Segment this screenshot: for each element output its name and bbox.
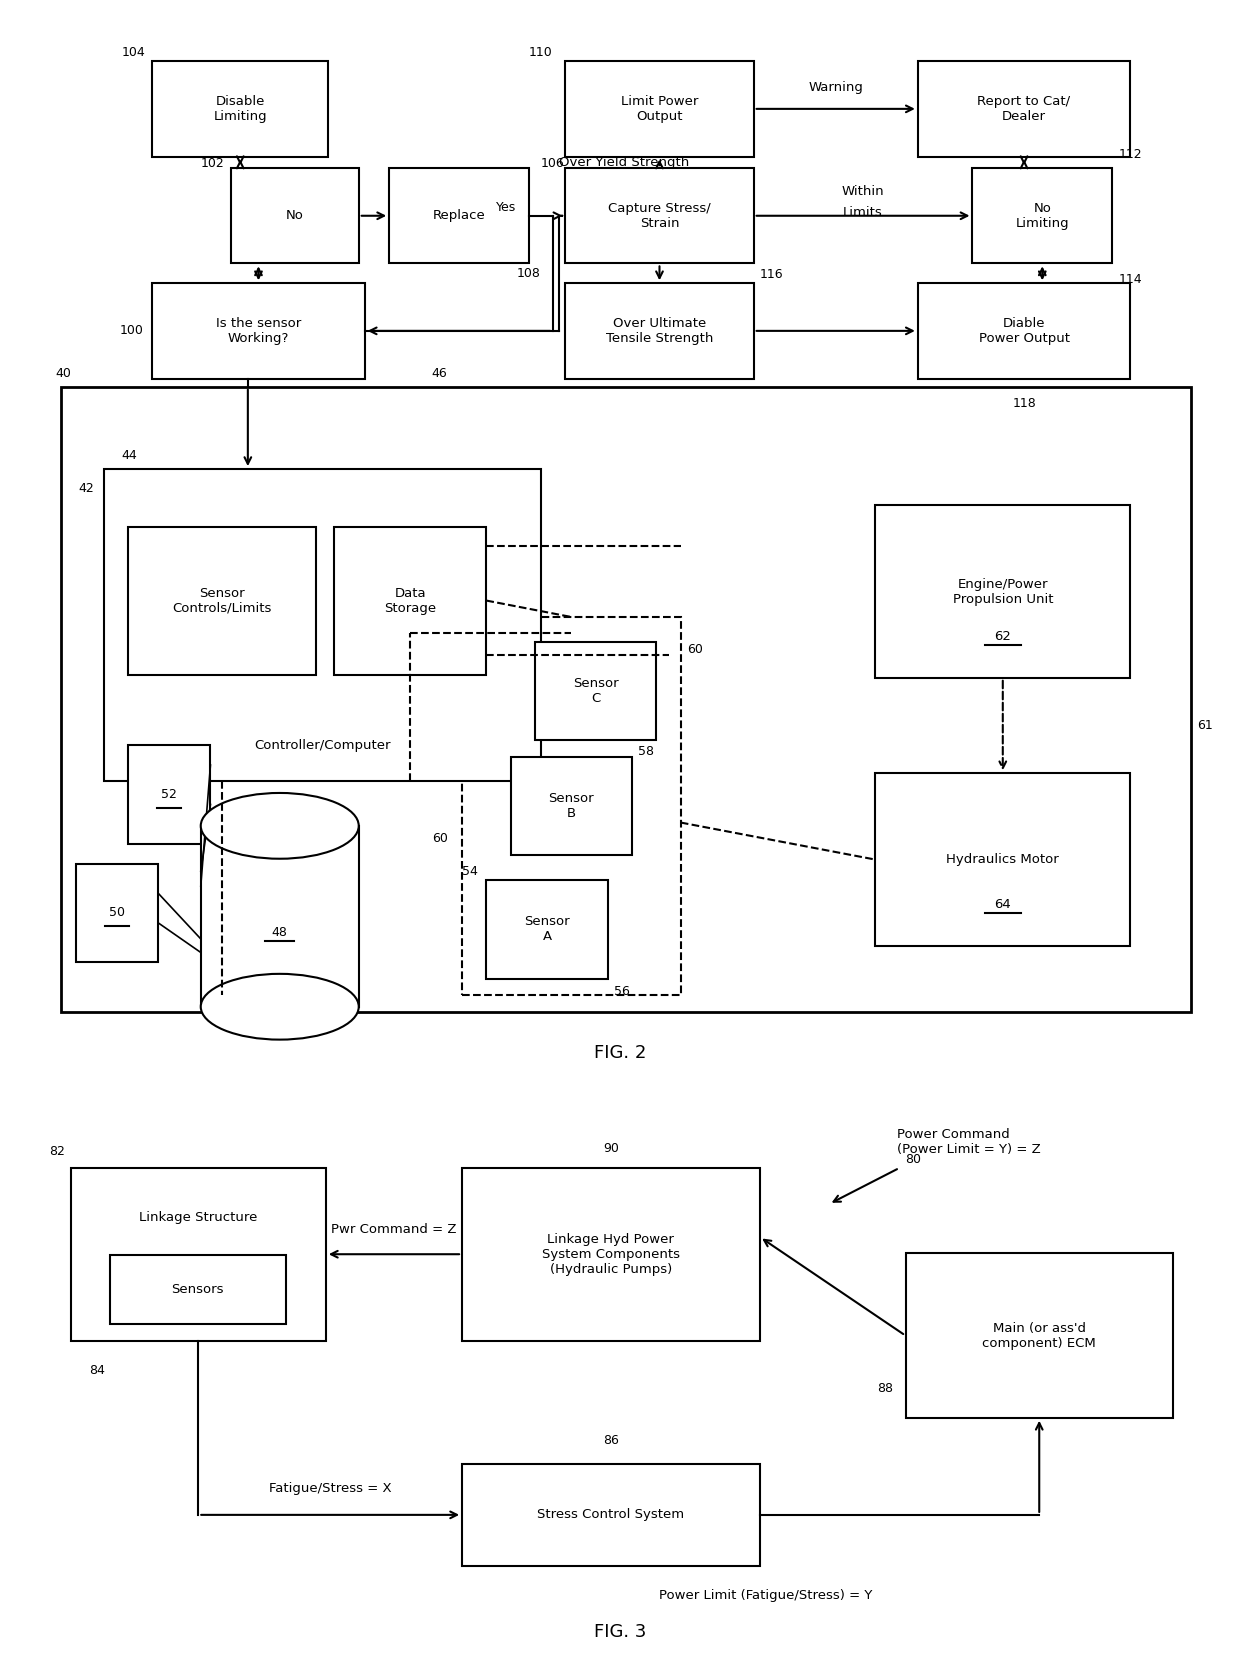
FancyBboxPatch shape xyxy=(875,505,1131,678)
Text: Within: Within xyxy=(842,185,884,198)
FancyBboxPatch shape xyxy=(565,284,754,379)
Text: 61: 61 xyxy=(1198,720,1213,732)
Text: Over Yield Strength: Over Yield Strength xyxy=(559,156,689,169)
Text: 50: 50 xyxy=(109,906,125,920)
Text: 104: 104 xyxy=(122,47,145,59)
Text: Power Command
(Power Limit = Y) = Z: Power Command (Power Limit = Y) = Z xyxy=(897,1128,1040,1156)
Text: 46: 46 xyxy=(432,367,448,381)
FancyBboxPatch shape xyxy=(463,1168,760,1341)
Text: Sensor
C: Sensor C xyxy=(573,676,619,705)
Text: Sensors: Sensors xyxy=(171,1284,224,1295)
Text: 42: 42 xyxy=(78,482,94,495)
FancyBboxPatch shape xyxy=(918,60,1131,156)
FancyBboxPatch shape xyxy=(463,1463,760,1566)
Text: FIG. 3: FIG. 3 xyxy=(594,1623,646,1641)
Text: 86: 86 xyxy=(603,1435,619,1448)
Text: 108: 108 xyxy=(517,267,541,280)
Text: 44: 44 xyxy=(122,450,138,463)
Text: 112: 112 xyxy=(1118,148,1142,161)
Text: 100: 100 xyxy=(119,324,143,337)
Text: 64: 64 xyxy=(994,898,1011,911)
Ellipse shape xyxy=(201,973,358,1040)
Text: Replace: Replace xyxy=(433,210,485,221)
Text: Sensor
Controls/Limits: Sensor Controls/Limits xyxy=(172,587,272,614)
Text: Sensor
B: Sensor B xyxy=(548,792,594,821)
Text: Capture Stress/
Strain: Capture Stress/ Strain xyxy=(608,201,711,230)
Text: 110: 110 xyxy=(528,47,553,59)
FancyBboxPatch shape xyxy=(486,879,608,978)
FancyBboxPatch shape xyxy=(231,168,358,263)
Text: Limit Power
Output: Limit Power Output xyxy=(621,96,698,122)
Text: No: No xyxy=(286,210,304,221)
Bar xyxy=(201,826,358,1007)
Text: 40: 40 xyxy=(55,367,71,381)
Text: Diable
Power Output: Diable Power Output xyxy=(978,317,1070,346)
Text: 60: 60 xyxy=(432,832,448,846)
Text: 58: 58 xyxy=(639,745,655,758)
Text: 84: 84 xyxy=(89,1364,105,1376)
FancyBboxPatch shape xyxy=(905,1253,1173,1418)
Text: No
Limiting: No Limiting xyxy=(1016,201,1069,230)
FancyBboxPatch shape xyxy=(71,1168,326,1341)
Text: Fatigue/Stress = X: Fatigue/Stress = X xyxy=(269,1482,392,1495)
FancyBboxPatch shape xyxy=(918,284,1131,379)
Text: Controller/Computer: Controller/Computer xyxy=(254,738,391,752)
Text: FIG. 2: FIG. 2 xyxy=(594,1044,646,1062)
Text: 52: 52 xyxy=(161,789,177,800)
Text: 56: 56 xyxy=(614,985,630,998)
Text: Stress Control System: Stress Control System xyxy=(537,1509,684,1522)
FancyBboxPatch shape xyxy=(565,168,754,263)
Text: Disable
Limiting: Disable Limiting xyxy=(213,96,267,122)
Text: 82: 82 xyxy=(48,1144,64,1158)
Text: 116: 116 xyxy=(760,268,784,282)
Text: Is the sensor
Working?: Is the sensor Working? xyxy=(216,317,301,346)
Text: 118: 118 xyxy=(1012,396,1035,409)
FancyBboxPatch shape xyxy=(511,757,632,856)
Text: 114: 114 xyxy=(1118,274,1142,287)
FancyBboxPatch shape xyxy=(153,60,329,156)
Text: Data
Storage: Data Storage xyxy=(384,587,436,614)
Text: Hydraulics Motor: Hydraulics Motor xyxy=(946,852,1059,866)
FancyBboxPatch shape xyxy=(128,745,211,844)
FancyBboxPatch shape xyxy=(128,527,316,675)
Text: Main (or ass'd
component) ECM: Main (or ass'd component) ECM xyxy=(982,1322,1096,1349)
Text: 80: 80 xyxy=(905,1153,921,1166)
Text: Engine/Power
Propulsion Unit: Engine/Power Propulsion Unit xyxy=(952,577,1053,606)
Text: Linkage Hyd Power
System Components
(Hydraulic Pumps): Linkage Hyd Power System Components (Hyd… xyxy=(542,1233,680,1275)
Text: 102: 102 xyxy=(201,156,224,169)
Text: Linkage Structure: Linkage Structure xyxy=(139,1212,258,1223)
FancyBboxPatch shape xyxy=(335,527,486,675)
FancyBboxPatch shape xyxy=(972,168,1112,263)
FancyBboxPatch shape xyxy=(109,1255,285,1324)
Text: Warning: Warning xyxy=(808,81,863,94)
Text: 62: 62 xyxy=(994,631,1012,643)
Text: 106: 106 xyxy=(541,156,564,169)
Text: Power Limit (Fatigue/Stress) = Y: Power Limit (Fatigue/Stress) = Y xyxy=(660,1589,873,1602)
FancyBboxPatch shape xyxy=(153,284,365,379)
Text: Report to Cat/
Dealer: Report to Cat/ Dealer xyxy=(977,96,1070,122)
Text: 90: 90 xyxy=(603,1141,619,1154)
FancyBboxPatch shape xyxy=(565,60,754,156)
Text: 88: 88 xyxy=(878,1381,893,1394)
Text: Pwr Command = Z: Pwr Command = Z xyxy=(331,1223,456,1237)
Text: Over Ultimate
Tensile Strength: Over Ultimate Tensile Strength xyxy=(606,317,713,346)
FancyBboxPatch shape xyxy=(76,864,159,963)
Text: Limits: Limits xyxy=(843,206,883,218)
Ellipse shape xyxy=(201,794,358,859)
FancyBboxPatch shape xyxy=(61,388,1192,1012)
FancyBboxPatch shape xyxy=(389,168,528,263)
Text: Yes: Yes xyxy=(496,201,517,215)
FancyBboxPatch shape xyxy=(103,468,541,782)
Text: Sensor
A: Sensor A xyxy=(525,916,570,943)
Text: 54: 54 xyxy=(463,866,477,878)
Text: 48: 48 xyxy=(272,926,288,940)
Text: 60: 60 xyxy=(687,643,703,656)
FancyBboxPatch shape xyxy=(534,641,656,740)
FancyBboxPatch shape xyxy=(875,774,1131,946)
